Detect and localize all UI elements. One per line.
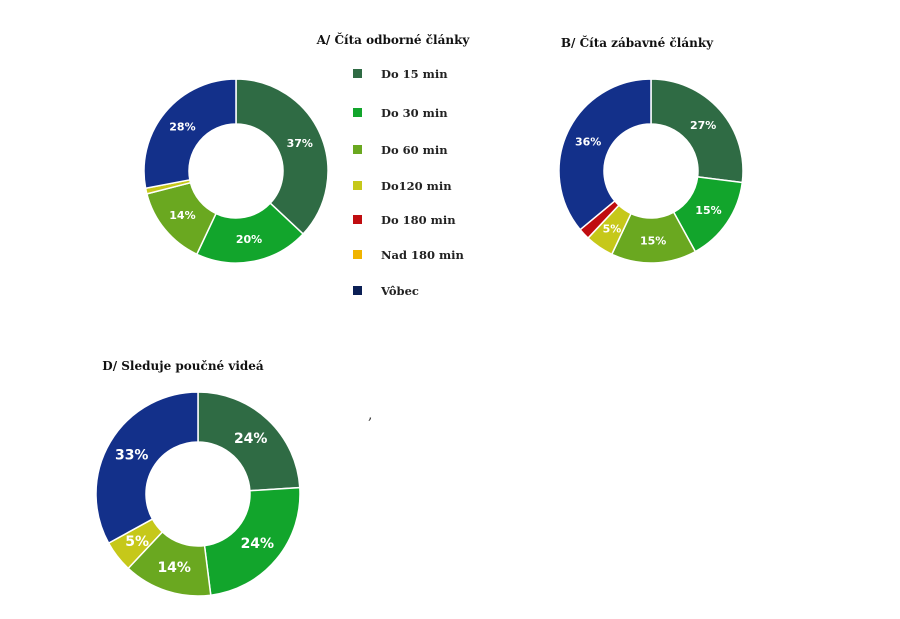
- legend-label-nad-180-min: Nad 180 min: [381, 248, 465, 262]
- legend: Do 15 min Do 30 min Do 60 min Do120 min …: [353, 67, 465, 298]
- legend-swatch-nad-180-min: [353, 250, 362, 259]
- legend-swatch-do-60-min: [353, 145, 362, 154]
- chart-b-title: B/ Číta zábavné články: [561, 34, 714, 50]
- chart-d-label-do-15-min: 24%: [234, 431, 268, 447]
- chart-d-label-do-30-min: 24%: [241, 536, 275, 552]
- chart-b-label-v-bec: 36%: [575, 135, 601, 148]
- chart-d-donut: 24% 24% 14% 5% 33%: [95, 391, 301, 597]
- chart-b: B/ Číta zábavné články 27% 15% 15% 5% 36%: [558, 34, 744, 264]
- chart-b-label-do-15-min: 27%: [690, 119, 716, 132]
- legend-swatch-do120-min: [353, 181, 362, 190]
- chart-a-label-do-15-min: 37%: [287, 137, 313, 150]
- legend-swatch-vobec: [353, 286, 362, 295]
- chart-d: D/ Sleduje poučné videá 24% 24% 14% 5% 33%: [95, 359, 301, 597]
- chart-a-label-v-bec: 28%: [169, 121, 195, 134]
- chart-d-slice-do-15-min: [197, 391, 301, 492]
- stray-comma: ,: [368, 407, 372, 423]
- legend-swatch-do-180-min: [353, 215, 362, 224]
- legend-item-do-60-min: Do 60 min: [353, 143, 448, 157]
- chart-a-title: A/ Číta odborné články: [316, 31, 471, 47]
- chart-b-slice-v-bec: [558, 78, 652, 231]
- chart-d-label-v-bec: 33%: [115, 448, 149, 464]
- chart-b-label-do-60-min: 15%: [640, 234, 666, 247]
- legend-item-do-15-min: Do 15 min: [353, 67, 448, 81]
- legend-swatch-do-15-min: [353, 69, 362, 78]
- legend-swatch-do-30-min: [353, 108, 362, 117]
- chart-d-title: D/ Sleduje poučné videá: [102, 359, 264, 373]
- chart-d-slice-do-30-min: [203, 486, 301, 597]
- legend-label-do-180-min: Do 180 min: [381, 213, 456, 227]
- legend-label-do-15-min: Do 15 min: [381, 67, 448, 81]
- chart-b-label-do-30-min: 15%: [695, 204, 721, 217]
- chart-a-label-do-30-min: 20%: [236, 233, 262, 246]
- legend-label-do-60-min: Do 60 min: [381, 143, 448, 157]
- legend-label-do-30-min: Do 30 min: [381, 106, 448, 120]
- legend-item-do-30-min: Do 30 min: [353, 106, 448, 120]
- chart-a: A/ Číta odborné články 37% 20% 14% 28%: [143, 31, 471, 264]
- legend-item-nad-180-min: Nad 180 min: [353, 248, 465, 262]
- chart-b-slice-do-15-min: [650, 78, 744, 184]
- chart-a-donut: 37% 20% 14% 28%: [143, 78, 329, 264]
- chart-d-slice-v-bec: [95, 391, 199, 545]
- legend-item-do120-min: Do120 min: [353, 179, 452, 193]
- chart-a-slice-do-15-min: [235, 78, 329, 236]
- chart-d-label-do-60-min: 14%: [157, 560, 191, 576]
- chart-b-label-do120-min: 5%: [603, 222, 622, 235]
- legend-label-vobec: Vôbec: [380, 284, 419, 298]
- chart-a-slice-v-bec: [143, 78, 237, 190]
- chart-a-label-do-60-min: 14%: [169, 209, 195, 222]
- legend-item-do-180-min: Do 180 min: [353, 213, 456, 227]
- chart-d-label-do120-min: 5%: [125, 534, 149, 550]
- chart-b-donut: 27% 15% 15% 5% 36%: [558, 78, 744, 264]
- legend-item-vobec: Vôbec: [353, 284, 419, 298]
- legend-label-do120-min: Do120 min: [381, 179, 452, 193]
